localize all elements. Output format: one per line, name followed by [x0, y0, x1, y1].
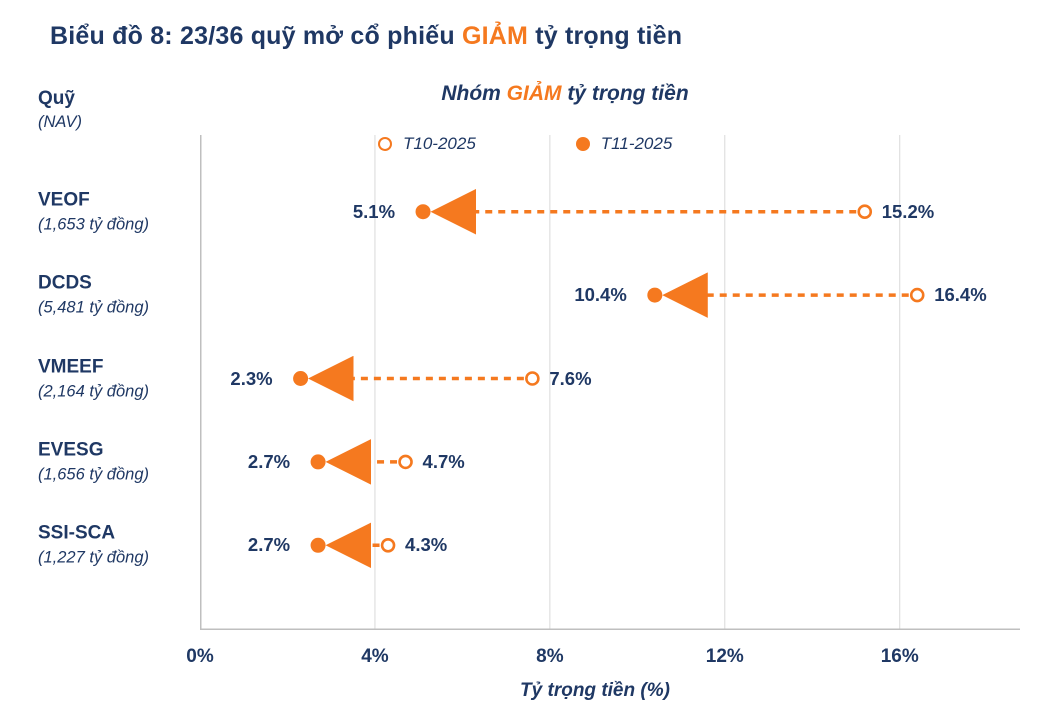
- fund-nav: (2,164 tỷ đồng): [38, 382, 149, 400]
- value-label-t11-veof: 5.1%: [352, 200, 396, 222]
- x-tick-8: 8%: [536, 646, 564, 667]
- x-tick-12: 12%: [705, 646, 744, 667]
- filled-circle-marker-t11: [310, 454, 326, 470]
- chart-title-prefix: Biểu đồ 8: 23/36 quỹ mở cổ phiếu: [50, 22, 462, 50]
- open-circle-marker-t10: [380, 537, 396, 553]
- x-tick-4: 4%: [361, 646, 389, 667]
- fund-label-evesg: EVESG (1,656 tỷ đồng): [38, 439, 149, 484]
- fund-label-vmeef: VMEEF (2,164 tỷ đồng): [38, 356, 149, 401]
- fund-label-dcds: DCDS (5,481 tỷ đồng): [38, 273, 149, 318]
- open-circle-marker-t10: [398, 454, 413, 470]
- y-axis-title-line2: (NAV): [38, 113, 83, 131]
- chart-legend: T10-2025 T11-2025: [378, 134, 672, 154]
- open-circle-marker-t10: [857, 204, 873, 219]
- fund-nav: (1,653 tỷ đồng): [38, 215, 149, 234]
- fund-label-ssi-sca: SSI-SCA (1,227 tỷ đồng): [38, 523, 149, 568]
- value-label-t10-evesg: 4.7%: [422, 450, 465, 472]
- filled-circle-icon: [575, 137, 590, 151]
- value-label-t11-vmeef: 2.3%: [230, 367, 273, 389]
- plot-canvas: [200, 135, 1020, 630]
- legend-item-t11-2025: T11-2025: [575, 134, 673, 154]
- legend-label-t11: T11-2025: [600, 134, 673, 153]
- open-circle-icon: [378, 137, 392, 151]
- fund-name: VMEEF: [38, 356, 104, 377]
- plot-subtitle-suffix: tỷ trọng tiền: [561, 82, 689, 105]
- fund-nav: (5,481 tỷ đồng): [38, 298, 149, 317]
- value-label-t10-veof: 15.2%: [881, 200, 935, 222]
- chart-title: Biểu đồ 8: 23/36 quỹ mở cổ phiếu GIẢM tỷ…: [50, 22, 682, 51]
- legend-label-t10: T10-2025: [403, 134, 476, 153]
- plot-subtitle-prefix: Nhóm: [441, 82, 507, 105]
- fund-nav: (1,227 tỷ đồng): [38, 548, 149, 567]
- fund-name: VEOF: [38, 189, 90, 211]
- value-label-t10-ssi-sca: 4.3%: [405, 534, 448, 556]
- fund-name: SSI-SCA: [38, 522, 116, 544]
- fund-name: DCDS: [38, 272, 92, 294]
- filled-circle-marker-t11: [415, 204, 431, 220]
- value-label-t11-ssi-sca: 2.7%: [247, 534, 291, 556]
- x-tick-16: 16%: [880, 646, 919, 667]
- open-circle-marker-t10: [525, 371, 540, 386]
- y-axis-title-line1: Quỹ: [38, 88, 75, 109]
- plot-subtitle-highlight: GIẢM: [506, 82, 562, 105]
- x-tick-0: 0%: [186, 646, 214, 667]
- chart-title-highlight: GIẢM: [461, 22, 529, 50]
- fund-name: EVESG: [38, 439, 104, 461]
- x-axis-title: Tỷ trọng tiền (%): [520, 680, 670, 701]
- chart-title-suffix: tỷ trọng tiền: [528, 22, 683, 50]
- filled-circle-marker-t11: [647, 287, 663, 303]
- open-circle-marker-t10: [909, 287, 925, 303]
- y-axis-title: Quỹ (NAV): [38, 88, 82, 132]
- value-label-t11-evesg: 2.7%: [247, 450, 291, 472]
- plot-subtitle: Nhóm GIẢM tỷ trọng tiền: [200, 82, 930, 106]
- filled-circle-marker-t11: [293, 371, 309, 386]
- legend-item-t10-2025: T10-2025: [378, 134, 476, 154]
- fund-label-veof: VEOF (1,653 tỷ đồng): [38, 189, 149, 234]
- fund-nav: (1,656 tỷ đồng): [38, 465, 149, 484]
- value-label-t11-dcds: 10.4%: [574, 284, 627, 306]
- value-label-t10-dcds: 16.4%: [934, 284, 987, 306]
- filled-circle-marker-t11: [310, 537, 326, 553]
- value-label-t10-vmeef: 7.6%: [549, 367, 592, 389]
